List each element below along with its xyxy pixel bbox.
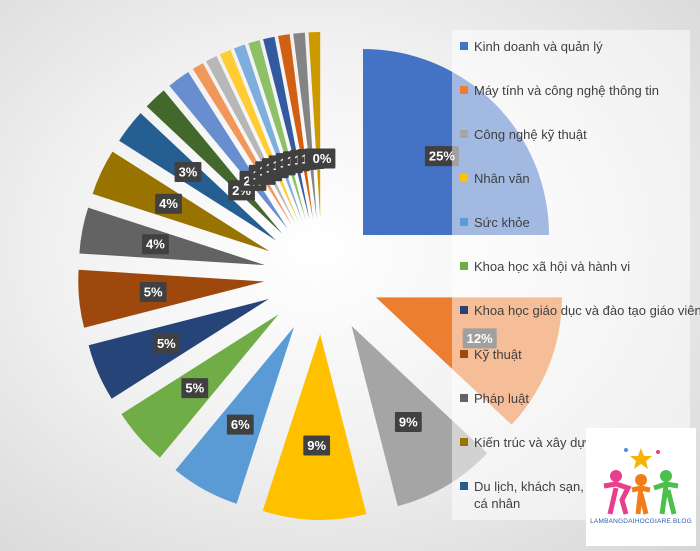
pie-slice (192, 63, 293, 227)
data-label-text: 5% (157, 336, 176, 351)
pie-slice (263, 36, 310, 220)
legend-entry: Khoa học giáo dục và đào tạo giáo viên (460, 302, 700, 319)
data-label-box (181, 378, 209, 399)
pie-slice (278, 34, 313, 219)
legend-swatch (460, 130, 468, 138)
data-label-box (174, 162, 202, 183)
logo-icon (603, 448, 679, 515)
data-label: 4% (155, 193, 182, 214)
legend-swatch (460, 306, 468, 314)
legend-entry: Nhân văn (460, 170, 700, 187)
data-label-box (226, 414, 254, 435)
data-label: 9% (394, 411, 422, 432)
legend-label: Nhân văn (474, 171, 530, 186)
legend-label: Kiến trúc và xây dựng (474, 435, 601, 450)
data-label-text: 5% (185, 381, 204, 396)
legend-entry: Kiến trúc và xây dựng (460, 434, 700, 451)
pie-slice (78, 269, 265, 328)
data-label: 25% (424, 146, 459, 167)
legend-label: Khoa học giáo dục và đào tạo giáo viên (474, 303, 700, 318)
data-label: 9% (303, 435, 331, 456)
legend-label: Kinh doanh và quản lý (474, 39, 603, 54)
data-label-text: 4% (146, 237, 165, 252)
legend-swatch (460, 42, 468, 50)
logo: LAMBANGDAIHOCGIARE.BLOG (586, 428, 696, 546)
legend-swatch (460, 174, 468, 182)
legend-entry: Kỹ thuật (460, 346, 700, 363)
pie-slice (262, 333, 367, 520)
data-label-box (142, 234, 169, 255)
data-label-text: 9% (307, 438, 326, 453)
data-label-box (152, 333, 180, 354)
pie-slice (293, 32, 317, 219)
data-label-box (308, 148, 336, 169)
legend-entry: Máy tính và công nghệ thông tin (460, 82, 700, 99)
legend-entry: Công nghệ kỹ thuật (460, 126, 700, 143)
data-label-text: 4% (159, 196, 178, 211)
data-label: 5% (139, 281, 167, 302)
legend-swatch (460, 262, 468, 270)
data-label-text: 3% (179, 164, 198, 179)
data-label: 6% (226, 414, 254, 435)
pie-slice (308, 32, 321, 219)
legend-swatch (460, 218, 468, 226)
data-label-text: 0% (313, 151, 332, 166)
legend-swatch (460, 86, 468, 94)
data-label-text: 9% (399, 414, 418, 429)
legend-entry: Khoa học xã hội và hành vi (460, 258, 700, 275)
data-label: 4% (142, 234, 169, 255)
data-label-box (303, 435, 331, 456)
data-label: 0% (308, 148, 336, 169)
data-label-box (155, 193, 182, 214)
legend-entry: Sức khỏe (460, 214, 700, 231)
data-label: 5% (181, 378, 209, 399)
legend-label: Kỹ thuật (474, 347, 522, 362)
legend-entry: Pháp luật (460, 390, 700, 407)
legend-label: Sức khỏe (474, 215, 530, 230)
legend-swatch (460, 438, 468, 446)
data-label-box (394, 411, 422, 432)
watermark: LAMBANGDAIHOCGIARE.BLOG (590, 518, 692, 525)
legend-label: Khoa học xã hội và hành vi (474, 259, 631, 274)
legend-label: Máy tính và công nghệ thông tin (474, 83, 660, 98)
data-label-text: 25% (429, 149, 455, 164)
data-label-box (424, 146, 459, 167)
data-label-box (139, 281, 167, 302)
data-label-text: 6% (231, 417, 250, 432)
legend-label: Công nghệ kỹ thuật (474, 127, 587, 142)
legend-label: Pháp luật (474, 391, 529, 406)
legend-swatch (460, 394, 468, 402)
data-label-text: 5% (144, 284, 163, 299)
legend-swatch (460, 350, 468, 358)
legend-swatch (460, 482, 468, 490)
data-label: 3% (174, 162, 202, 183)
data-label: 5% (152, 333, 180, 354)
legend-entry: Kinh doanh và quản lý (460, 38, 700, 55)
pie-slice (79, 207, 266, 266)
